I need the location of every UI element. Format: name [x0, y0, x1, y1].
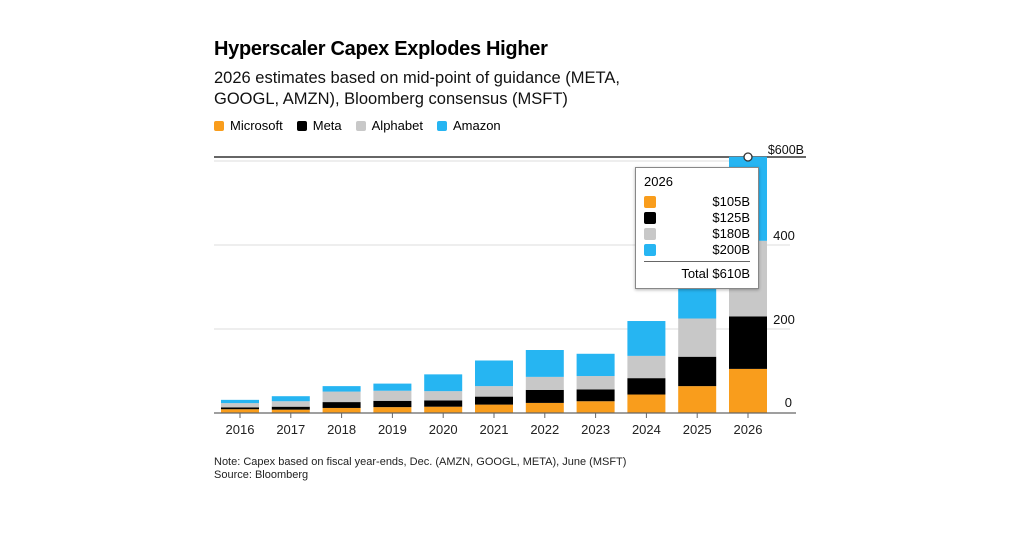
bar-meta-2017: [271, 406, 310, 410]
source-text: Source: Bloomberg: [214, 469, 309, 481]
tooltip-swatch: [644, 227, 656, 240]
x-tick-label: 2026: [734, 422, 763, 437]
x-tick-label: 2022: [530, 422, 559, 437]
tooltip: 2026 $105B $125B $180B $200B Total $610B: [635, 167, 759, 289]
legend-swatch: [436, 120, 447, 131]
x-tick-label: 2021: [480, 422, 509, 437]
tooltip-total: Total $610B: [681, 266, 750, 281]
bar-microsoft-2023: [576, 401, 615, 413]
x-tick-label: 2016: [226, 422, 255, 437]
bar-meta-2023: [576, 389, 615, 402]
x-tick-label: 2018: [327, 422, 356, 437]
bar-amazon-2023: [576, 353, 615, 377]
bar-meta-2016: [221, 407, 259, 410]
legend-swatch: [355, 120, 366, 131]
y-tick-label: 200: [773, 312, 795, 327]
y-tick-label: $600B: [768, 143, 804, 157]
legend-item-meta[interactable]: Meta: [296, 118, 342, 133]
tooltip-divider: [644, 261, 750, 262]
bar-meta-2020: [424, 400, 463, 407]
legend-swatch: [296, 120, 307, 131]
bar-amazon-2019: [373, 383, 412, 391]
tooltip-row-alphabet: $180B: [644, 226, 750, 241]
tooltip-value: $105B: [712, 194, 750, 209]
legend-item-alphabet[interactable]: Alphabet: [355, 118, 423, 133]
legend: Microsoft Meta Alphabet Amazon: [214, 118, 501, 133]
bar-microsoft-2018: [322, 407, 361, 413]
legend-label: Microsoft: [230, 118, 283, 133]
x-tick-label: 2024: [632, 422, 661, 437]
bar-meta-2026: [729, 316, 767, 369]
bar-microsoft-2024: [627, 394, 666, 413]
tooltip-value: $125B: [712, 210, 750, 225]
bar-microsoft-2020: [424, 406, 463, 413]
tooltip-row-microsoft: $105B: [644, 194, 750, 209]
bar-alphabet-2024: [627, 355, 666, 379]
legend-swatch: [214, 120, 224, 131]
legend-item-amazon[interactable]: Amazon: [436, 118, 501, 133]
x-tick-label: 2019: [378, 422, 407, 437]
tooltip-row-amazon: $200B: [644, 242, 750, 257]
legend-item-microsoft[interactable]: Microsoft: [214, 118, 283, 133]
bar-alphabet-2019: [373, 390, 412, 401]
tooltip-value: $180B: [712, 226, 750, 241]
x-tick-label: 2025: [683, 422, 712, 437]
bar-amazon-2017: [271, 396, 310, 402]
bar-meta-2021: [475, 396, 513, 405]
chart-note: Note: Capex based on fiscal year-ends, D…: [214, 456, 626, 482]
tooltip-value: $200B: [712, 242, 750, 257]
bar-alphabet-2016: [221, 403, 259, 408]
bar-meta-2019: [373, 400, 412, 408]
bar-amazon-2022: [525, 350, 564, 377]
bar-alphabet-2022: [525, 376, 564, 390]
bar-amazon-2024: [627, 321, 666, 356]
bar-alphabet-2021: [475, 386, 513, 397]
bar-alphabet-2017: [271, 401, 310, 407]
bar-microsoft-2021: [475, 404, 513, 413]
bar-microsoft-2016: [221, 409, 259, 413]
bar-amazon-2016: [221, 399, 259, 404]
legend-label: Alphabet: [371, 118, 423, 133]
tooltip-row-meta: $125B: [644, 210, 750, 225]
tooltip-swatch: [644, 211, 656, 224]
bar-amazon-2020: [424, 374, 463, 392]
y-tick-label: 400: [773, 228, 795, 243]
bar-microsoft-2025: [678, 386, 717, 413]
tooltip-swatch: [644, 195, 656, 208]
legend-label: Amazon: [452, 118, 501, 133]
y-tick-label: 0: [785, 395, 792, 410]
bar-microsoft-2022: [525, 402, 564, 413]
bar-meta-2025: [678, 356, 717, 387]
bar-meta-2022: [525, 389, 564, 403]
tooltip-year: 2026: [644, 174, 673, 189]
bar-microsoft-2019: [373, 407, 412, 413]
bar-alphabet-2020: [424, 391, 463, 401]
chart-subtitle: 2026 estimates based on mid-point of gui…: [214, 69, 620, 108]
note-text: Note: Capex based on fiscal year-ends, D…: [214, 456, 627, 468]
bar-microsoft-2026: [729, 368, 767, 413]
bar-amazon-2018: [322, 386, 361, 392]
bar-microsoft-2017: [271, 409, 310, 413]
x-tick-label: 2023: [581, 422, 610, 437]
hover-marker: [743, 152, 753, 162]
legend-label: Meta: [312, 118, 342, 133]
chart-title: Hyperscaler Capex Explodes Higher: [214, 38, 548, 60]
x-tick-label: 2017: [276, 422, 305, 437]
bar-amazon-2021: [475, 360, 513, 387]
bar-meta-2018: [322, 402, 361, 408]
bar-alphabet-2018: [322, 391, 361, 403]
tooltip-swatch: [644, 243, 656, 256]
bar-alphabet-2025: [678, 318, 717, 357]
bar-meta-2024: [627, 378, 666, 395]
x-tick-label: 2020: [429, 422, 458, 437]
bar-alphabet-2023: [576, 376, 615, 390]
